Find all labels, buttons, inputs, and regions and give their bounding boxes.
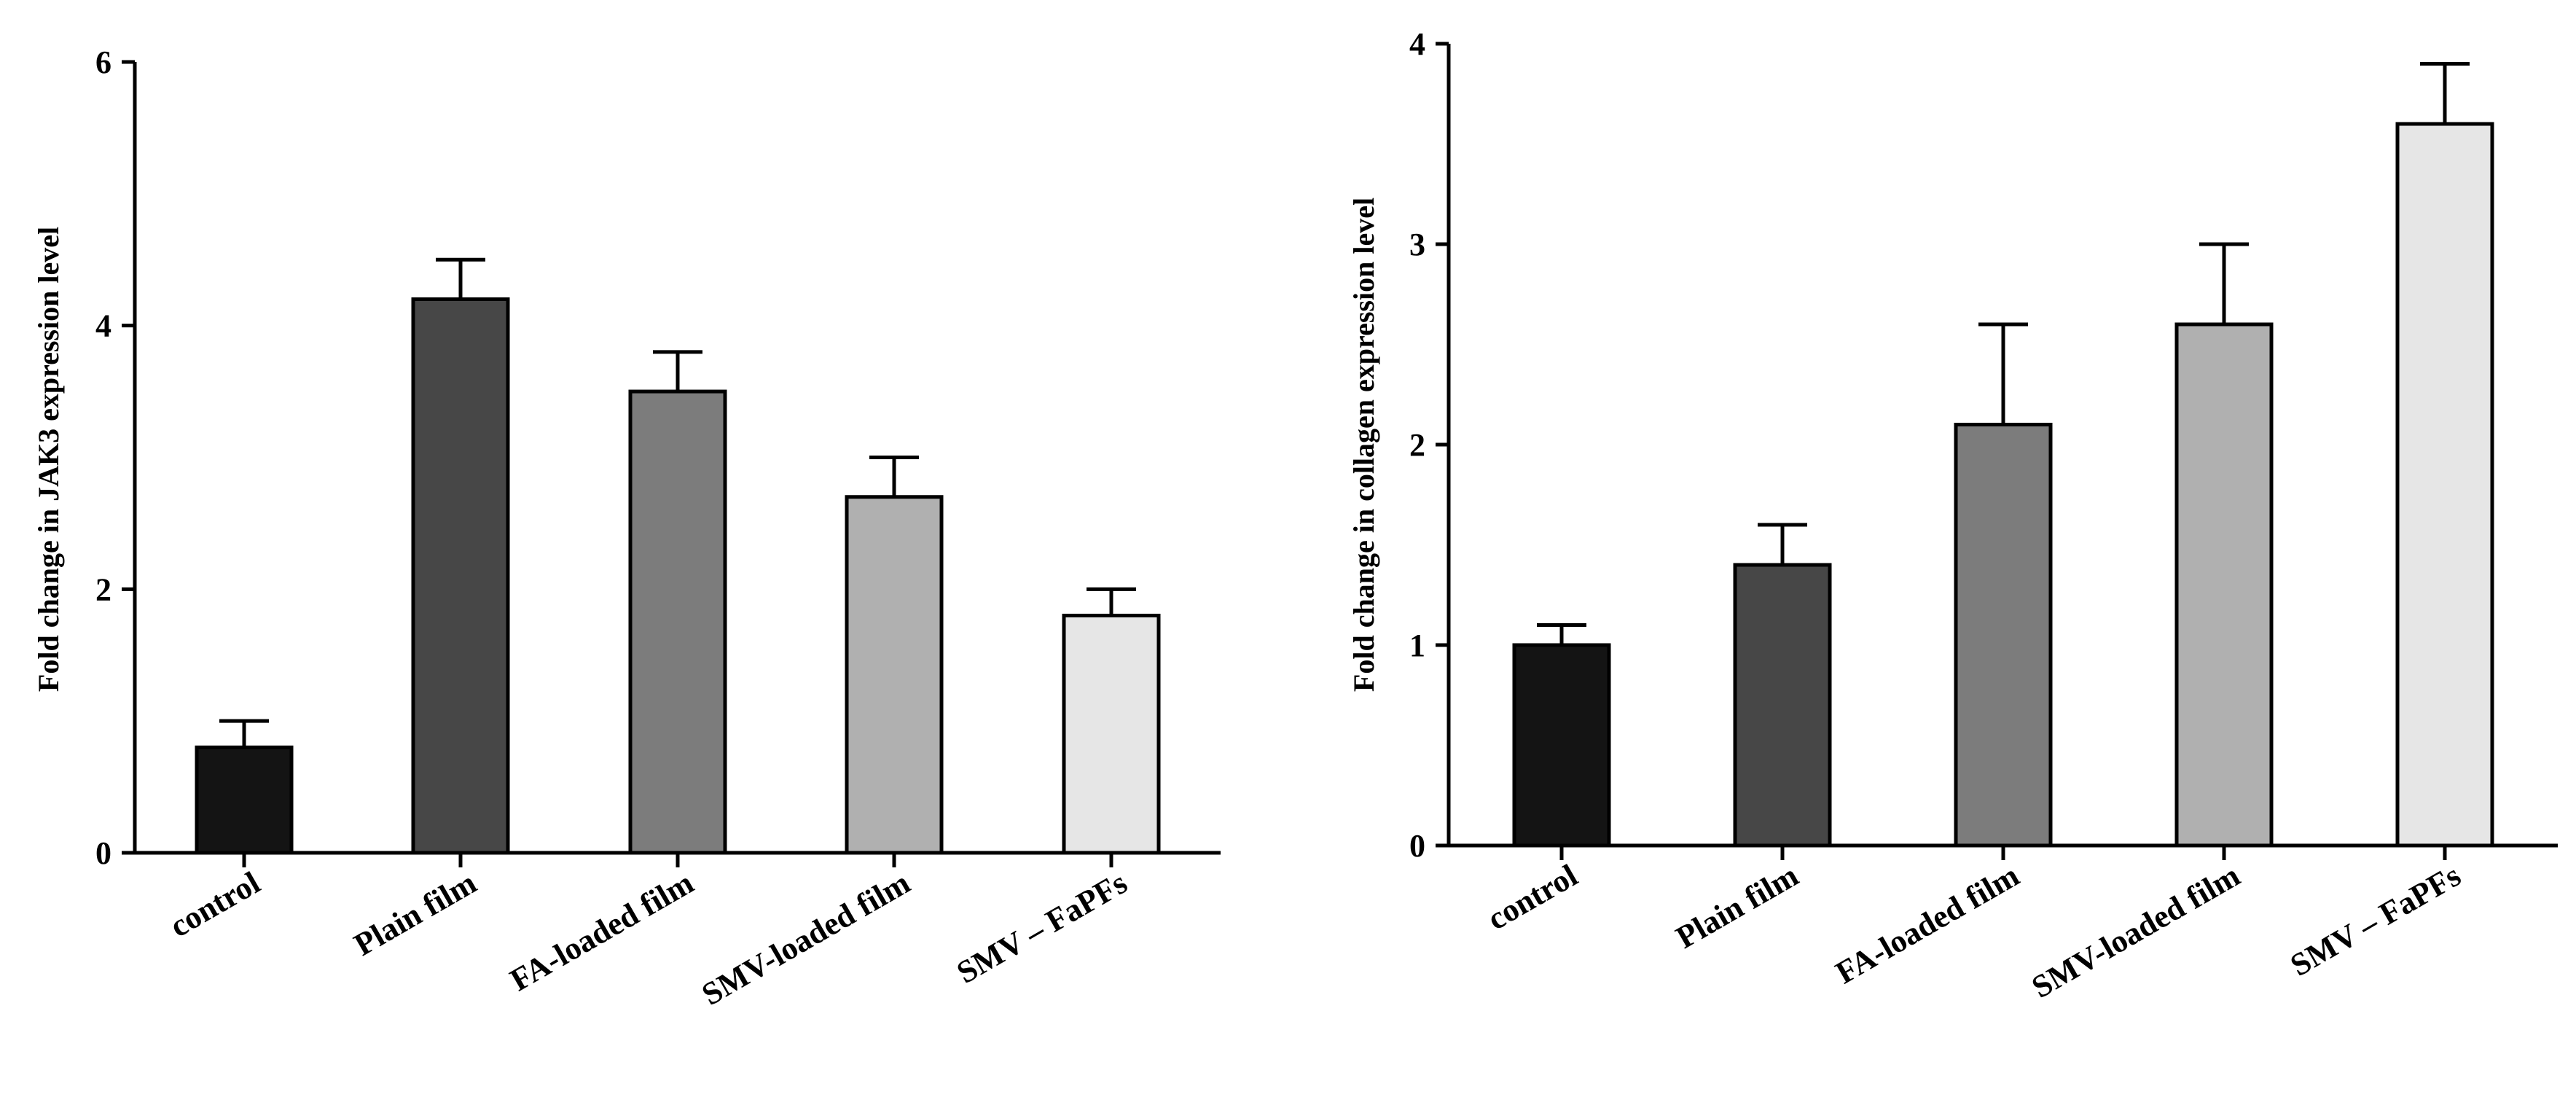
collagen-bar <box>1733 563 1832 848</box>
collagen-bar <box>2174 322 2274 848</box>
collagen-y-tick-label: 2 <box>1409 427 1425 463</box>
collagen-x-tick-label: SMV – FaPFs <box>2285 857 2467 983</box>
jak3-y-tick-label: 2 <box>95 571 111 607</box>
jak3-chart: Fold change in JAK3 expression level 0 2 4… <box>32 44 1221 1012</box>
collagen-bars <box>1512 62 2494 860</box>
jak3-y-tick-label: 6 <box>95 44 111 80</box>
jak3-x-tick-label: control <box>164 864 266 944</box>
jak3-bar <box>1062 614 1161 855</box>
collagen-x-tick-label: control <box>1481 857 1583 937</box>
jak3-bar <box>628 389 727 855</box>
collagen-y-tick-label: 1 <box>1409 628 1425 663</box>
jak3-bar <box>845 495 944 855</box>
collagen-x-tick-label: SMV-loaded film <box>2026 857 2246 1005</box>
jak3-y-ticks: 0 2 4 6 <box>95 44 135 871</box>
collagen-y-axis-title: Fold change in collagen expression level <box>1347 198 1380 692</box>
collagen-bar <box>2395 122 2494 848</box>
collagen-y-tick-label: 0 <box>1409 828 1425 864</box>
jak3-bar <box>411 297 510 855</box>
jak3-bars <box>195 257 1161 867</box>
jak3-y-tick-label: 0 <box>95 835 111 871</box>
collagen-x-tick-label: Plain film <box>1670 857 1804 956</box>
collagen-x-tick-label: FA-loaded film <box>1830 857 2025 991</box>
collagen-chart: Fold change in collagen expression level… <box>1347 26 2558 1005</box>
jak3-y-axis-title: Fold change in JAK3 expression level <box>32 227 65 692</box>
collagen-y-tick-label: 4 <box>1409 26 1425 62</box>
jak3-bar <box>195 745 294 855</box>
jak3-x-tick-label: FA-loaded film <box>504 864 700 998</box>
collagen-y-ticks: 0 1 2 3 4 <box>1409 26 1449 864</box>
jak3-x-tick-label: SMV – FaPFs <box>951 864 1133 991</box>
jak3-y-tick-label: 4 <box>95 308 111 344</box>
jak3-x-tick-label: Plain film <box>348 864 482 963</box>
jak3-x-tick-label: SMV-loaded film <box>696 864 916 1012</box>
jak3-x-tick-labels: control Plain film FA-loaded filmSMV-loade… <box>164 864 1133 1012</box>
collagen-bar <box>1512 643 1611 848</box>
collagen-y-tick-label: 3 <box>1409 227 1425 262</box>
collagen-x-tick-labels: control Plain film FA-loaded film SMV-loade… <box>1481 857 2467 1005</box>
collagen-bar <box>1954 423 2053 848</box>
